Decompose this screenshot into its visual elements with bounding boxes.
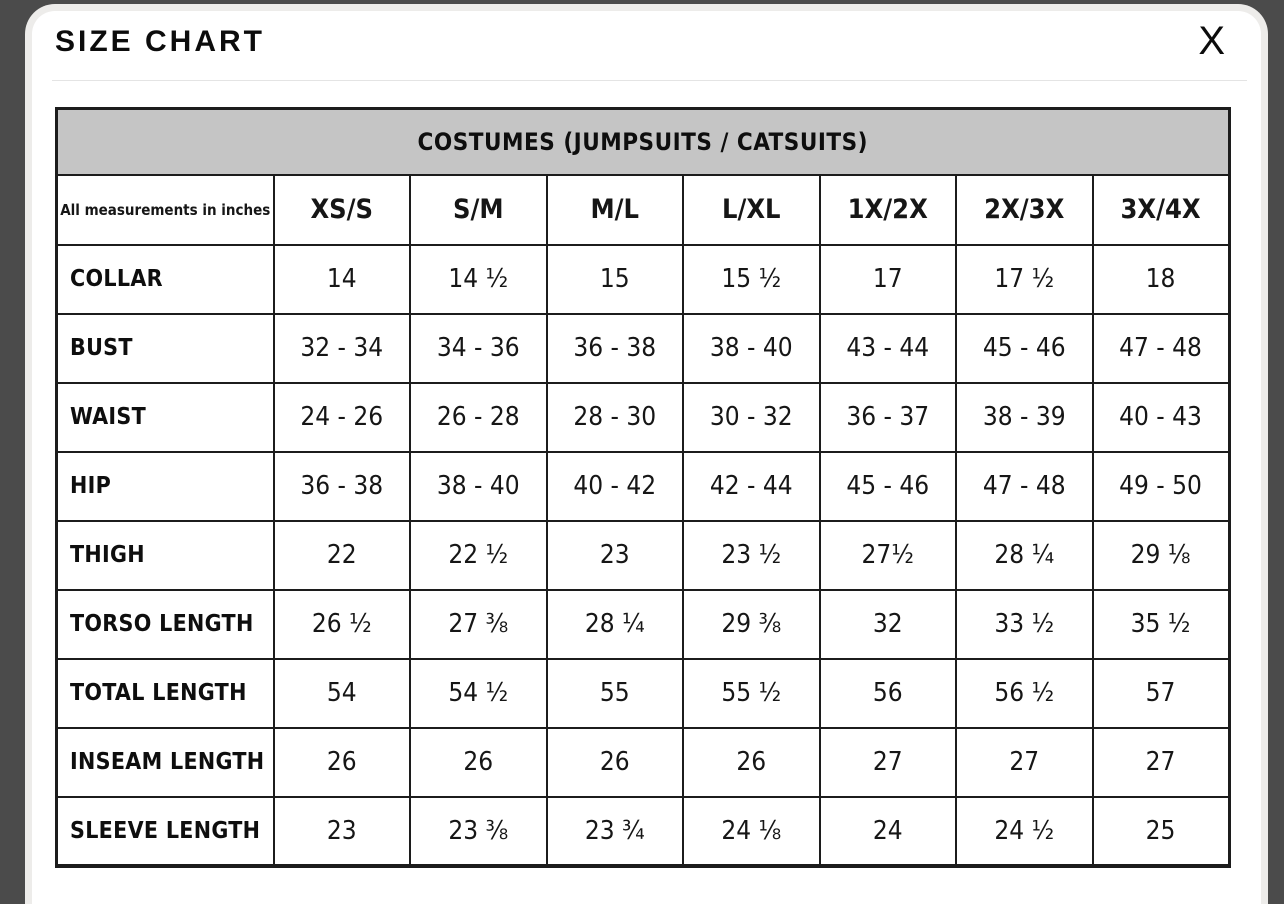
cell-value: 25 <box>1091 795 1231 867</box>
row-label: TORSO LENGTH <box>55 588 275 660</box>
column-header-size: XS/S <box>272 173 411 246</box>
cell-value: 24 <box>818 795 957 867</box>
cell-value: 32 <box>818 588 957 660</box>
cell-value: 33 ½ <box>955 588 1094 660</box>
table-row: THIGH 22 22 ½ 23 23 ½ 27½ 28 ¼ 29 ⅛ <box>55 519 1231 591</box>
column-header-size: 3X/4X <box>1091 173 1231 246</box>
cell-value: 54 ½ <box>409 657 548 729</box>
table-row: INSEAM LENGTH 26 26 26 26 27 27 27 <box>55 726 1231 798</box>
close-icon[interactable]: X <box>1198 19 1225 63</box>
row-label: COLLAR <box>55 243 275 315</box>
cell-value: 27 <box>1091 726 1231 798</box>
cell-value: 47 - 48 <box>1091 312 1231 384</box>
table-caption-row: COSTUMES (JUMPSUITS / CATSUITS) <box>55 107 1231 176</box>
row-label: TOTAL LENGTH <box>55 657 275 729</box>
cell-value: 17 ½ <box>955 243 1094 315</box>
cell-value: 29 ⅛ <box>1091 519 1231 591</box>
cell-value: 34 - 36 <box>409 312 548 384</box>
cell-value: 54 <box>272 657 411 729</box>
cell-value: 26 <box>682 726 821 798</box>
cell-value: 22 <box>272 519 411 591</box>
column-header-size: S/M <box>409 173 548 246</box>
cell-value: 43 - 44 <box>818 312 957 384</box>
cell-value: 26 <box>272 726 411 798</box>
cell-value: 14 <box>272 243 411 315</box>
row-label: INSEAM LENGTH <box>55 726 275 798</box>
cell-value: 47 - 48 <box>955 450 1094 522</box>
cell-value: 23 ⅜ <box>409 795 548 867</box>
size-chart-table: COSTUMES (JUMPSUITS / CATSUITS) All meas… <box>55 107 1231 868</box>
modal-header: SIZE CHART X <box>32 11 1261 103</box>
cell-value: 27 <box>818 726 957 798</box>
table-row: TORSO LENGTH 26 ½ 27 ⅜ 28 ¼ 29 ⅜ 32 33 ½… <box>55 588 1231 660</box>
table-row: HIP 36 - 38 38 - 40 40 - 42 42 - 44 45 -… <box>55 450 1231 522</box>
cell-value: 40 - 42 <box>545 450 684 522</box>
cell-value: 55 <box>545 657 684 729</box>
cell-value: 14 ½ <box>409 243 548 315</box>
cell-value: 36 - 38 <box>272 450 411 522</box>
cell-value: 36 - 37 <box>818 381 957 453</box>
size-chart-modal: SIZE CHART X COSTUMES (JUMPSUITS / CATSU… <box>25 4 1268 904</box>
cell-value: 56 ½ <box>955 657 1094 729</box>
row-label: THIGH <box>55 519 275 591</box>
cell-value: 22 ½ <box>409 519 548 591</box>
cell-value: 18 <box>1091 243 1231 315</box>
cell-value: 24 ½ <box>955 795 1094 867</box>
cell-value: 23 <box>545 519 684 591</box>
modal-title: SIZE CHART <box>55 25 265 58</box>
cell-value: 29 ⅜ <box>682 588 821 660</box>
cell-value: 45 - 46 <box>818 450 957 522</box>
row-label: WAIST <box>55 381 275 453</box>
row-label: HIP <box>55 450 275 522</box>
cell-value: 26 <box>409 726 548 798</box>
row-label: SLEEVE LENGTH <box>55 795 275 867</box>
cell-value: 28 ¼ <box>955 519 1094 591</box>
cell-value: 26 - 28 <box>409 381 548 453</box>
cell-value: 32 - 34 <box>272 312 411 384</box>
table-row: WAIST 24 - 26 26 - 28 28 - 30 30 - 32 36… <box>55 381 1231 453</box>
cell-value: 26 <box>545 726 684 798</box>
cell-value: 17 <box>818 243 957 315</box>
cell-value: 49 - 50 <box>1091 450 1231 522</box>
cell-value: 23 ½ <box>682 519 821 591</box>
cell-value: 45 - 46 <box>955 312 1094 384</box>
cell-value: 27 <box>955 726 1094 798</box>
cell-value: 26 ½ <box>272 588 411 660</box>
cell-value: 35 ½ <box>1091 588 1231 660</box>
cell-value: 30 - 32 <box>682 381 821 453</box>
column-header-size: 2X/3X <box>955 173 1094 246</box>
cell-value: 36 - 38 <box>545 312 684 384</box>
table-row: SLEEVE LENGTH 23 23 ⅜ 23 ¾ 24 ⅛ 24 24 ½ … <box>55 795 1231 867</box>
cell-value: 15 ½ <box>682 243 821 315</box>
row-label: BUST <box>55 312 275 384</box>
cell-value: 55 ½ <box>682 657 821 729</box>
cell-value: 27 ⅜ <box>409 588 548 660</box>
cell-value: 24 - 26 <box>272 381 411 453</box>
cell-value: 23 <box>272 795 411 867</box>
cell-value: 42 - 44 <box>682 450 821 522</box>
table-caption: COSTUMES (JUMPSUITS / CATSUITS) <box>55 107 1231 176</box>
cell-value: 38 - 40 <box>682 312 821 384</box>
cell-value: 23 ¾ <box>545 795 684 867</box>
measurements-note: All measurements in inches <box>55 173 275 246</box>
cell-value: 40 - 43 <box>1091 381 1231 453</box>
cell-value: 28 - 30 <box>545 381 684 453</box>
table-row: TOTAL LENGTH 54 54 ½ 55 55 ½ 56 56 ½ 57 <box>55 657 1231 729</box>
header-divider <box>52 80 1247 81</box>
cell-value: 28 ¼ <box>545 588 684 660</box>
column-header-size: M/L <box>545 173 684 246</box>
cell-value: 27½ <box>818 519 957 591</box>
cell-value: 56 <box>818 657 957 729</box>
table-row: BUST 32 - 34 34 - 36 36 - 38 38 - 40 43 … <box>55 312 1231 384</box>
cell-value: 57 <box>1091 657 1231 729</box>
table-row: COLLAR 14 14 ½ 15 15 ½ 17 17 ½ 18 <box>55 243 1231 315</box>
cell-value: 15 <box>545 243 684 315</box>
column-header-size: 1X/2X <box>818 173 957 246</box>
cell-value: 38 - 40 <box>409 450 548 522</box>
column-header-size: L/XL <box>682 173 821 246</box>
table-header-row: All measurements in inches XS/S S/M M/L … <box>55 173 1231 246</box>
cell-value: 38 - 39 <box>955 381 1094 453</box>
cell-value: 24 ⅛ <box>682 795 821 867</box>
